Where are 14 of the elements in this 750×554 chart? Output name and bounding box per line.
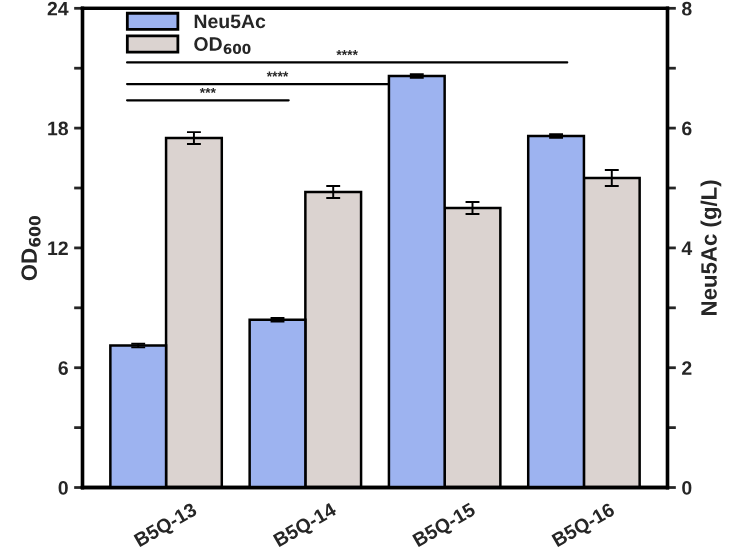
y2-tick-label: 6 (682, 121, 692, 136)
y2-tick-label: 2 (682, 361, 692, 375)
legend-label: Neu5Ac (194, 14, 266, 29)
y2-tick-label: 0 (682, 480, 692, 495)
y-tick-label: 0 (58, 480, 68, 495)
legend-label: OD$_{600}$ (194, 37, 251, 55)
y-axis-title: OD$_{600}$ (21, 215, 41, 281)
y2-tick-label: 4 (681, 241, 693, 255)
y2-tick-label: 8 (682, 1, 692, 16)
y-tick-label: 24 (47, 1, 69, 16)
y-tick-label: 6 (58, 361, 68, 375)
y2-axis-title: Neu5Ac (g/L) (700, 180, 722, 315)
y-tick-label: 18 (48, 121, 69, 136)
y-tick-label: 12 (48, 241, 68, 255)
